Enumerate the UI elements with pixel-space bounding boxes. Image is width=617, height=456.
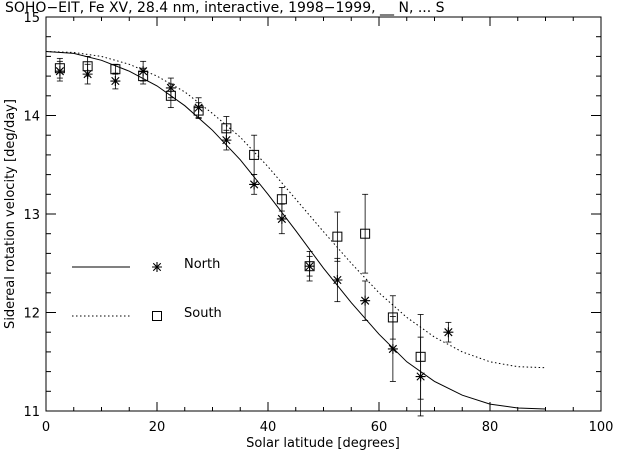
plot-frame — [45, 16, 602, 412]
chart-title: SOHO−EIT, Fe XV, 28.4 nm, interactive, 1… — [5, 0, 445, 16]
data-point-north — [332, 257, 343, 303]
data-point-north — [443, 321, 454, 343]
data-point-south — [360, 193, 371, 274]
y-tick-label: 15 — [23, 11, 40, 26]
x-tick-label: 100 — [589, 420, 614, 435]
legend-label: South — [184, 306, 222, 321]
data-point-south — [276, 187, 287, 212]
y-tick-label: 11 — [23, 405, 40, 420]
fit-curve-north — [45, 51, 546, 410]
data-point-south — [387, 295, 398, 340]
data-point-south — [54, 57, 65, 79]
data-point-south — [415, 314, 426, 400]
data-point-south — [221, 116, 232, 141]
legend-marker — [152, 262, 162, 272]
x-axis-label: Solar latitude [degrees] — [246, 436, 400, 451]
x-tick-label: 60 — [371, 420, 388, 435]
x-tick-label: 20 — [149, 420, 166, 435]
legend: North South — [72, 257, 222, 321]
x-axis: 0 20 40 60 80 100 — [42, 17, 614, 435]
x-tick-label: 40 — [260, 420, 277, 435]
data-point-north — [249, 174, 260, 195]
data-point-north — [360, 280, 371, 321]
legend-entry-south: South — [72, 306, 222, 321]
data-point-south — [82, 56, 93, 77]
x-tick-label: 0 — [42, 420, 50, 435]
legend-entry-north: North — [72, 257, 220, 272]
data-point-south — [110, 63, 121, 75]
y-tick-label: 12 — [23, 307, 40, 322]
y-tick-label: 14 — [23, 110, 40, 125]
x-tick-label: 80 — [482, 420, 499, 435]
legend-marker — [152, 311, 162, 321]
data-point-south — [165, 83, 176, 109]
data-point-south — [193, 102, 204, 119]
fit-curve-south — [45, 51, 546, 369]
y-tick-label: 13 — [23, 208, 40, 223]
y-axis: 11 12 13 14 15 — [23, 11, 601, 420]
data-point-south — [138, 67, 149, 85]
data-point-south — [304, 251, 315, 282]
data-point-north — [110, 72, 121, 90]
data-points — [54, 56, 454, 417]
data-point-south — [332, 211, 343, 262]
y-axis-label: Sidereal rotation velocity [deg/day] — [3, 99, 18, 329]
data-point-south — [249, 134, 260, 176]
legend-label: North — [184, 257, 220, 272]
fit-curves — [45, 51, 546, 410]
